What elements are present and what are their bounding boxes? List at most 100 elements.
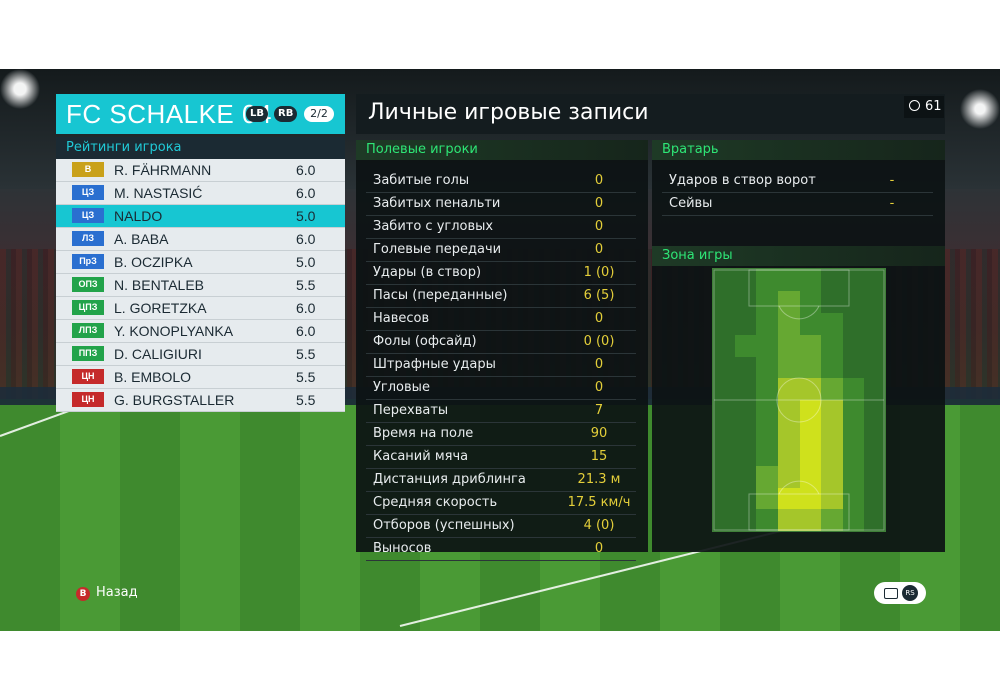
heatmap-pitch-lines <box>713 269 885 531</box>
player-name: M. NASTASIĆ <box>114 185 203 201</box>
stat-value: 0 <box>594 357 604 372</box>
heatmap-cell <box>842 400 864 422</box>
position-badge: ЦН <box>72 369 104 384</box>
player-name: D. CALIGIURI <box>114 346 202 362</box>
heatmap-cell <box>842 443 864 466</box>
chat-icon <box>884 588 898 599</box>
stat-row: Забито с угловых 0 <box>366 216 636 239</box>
heatmap-cell <box>756 290 778 313</box>
heatmap-cell <box>799 269 821 291</box>
chat-toggle[interactable]: RS <box>874 582 926 604</box>
player-rating: 6.0 <box>296 185 316 201</box>
stat-label: Навесов <box>373 311 430 326</box>
position-badge: ЦН <box>72 392 104 407</box>
player-row[interactable]: ЦН B. EMBOLO 5.5 <box>56 366 345 389</box>
player-row[interactable]: ЛПЗ Y. KONOPLYANKA 6.0 <box>56 320 345 343</box>
activity-heatmap <box>712 268 886 532</box>
player-rating: 5.0 <box>296 208 316 224</box>
heatmap-cell <box>756 509 778 531</box>
gk-stat-label: Ударов в створ ворот <box>669 173 816 188</box>
heatmap-cell <box>842 465 864 488</box>
match-timer: 61 <box>904 96 944 118</box>
rb-button[interactable]: RB <box>274 106 298 122</box>
player-row[interactable]: В R. FÄHRMANN 6.0 <box>56 159 345 182</box>
stat-row: Дистанция дриблинга 21.3 м <box>366 469 636 492</box>
player-ratings-panel: Рейтинги игрока В R. FÄHRMANN 6.0 ЦЗ M. NAST… <box>56 137 345 412</box>
position-badge: ЦЗ <box>72 208 104 223</box>
stat-label: Касаний мяча <box>373 449 469 464</box>
page-title: Личные игровые записи <box>368 100 649 125</box>
goalkeeper-title: Вратарь <box>652 140 945 160</box>
stat-label: Забитые голы <box>373 173 470 188</box>
field-players-panel: Полевые игроки Забитые голы 0 Забитых пена… <box>356 140 648 561</box>
player-rating: 5.5 <box>296 277 316 293</box>
stat-label: Фолы (офсайд) <box>373 334 477 349</box>
heatmap-cell <box>820 378 843 401</box>
heatmap-cell <box>820 400 843 422</box>
heatmap-cell <box>777 269 800 291</box>
player-rating: 6.0 <box>296 300 316 316</box>
player-rating: 6.0 <box>296 231 316 247</box>
heatmap-cell <box>734 334 757 357</box>
heatmap-cell <box>842 487 864 510</box>
player-row[interactable]: ЦН G. BURGSTALLER 5.5 <box>56 389 345 412</box>
heatmap-cell <box>820 487 843 510</box>
heatmap-cell <box>799 400 821 422</box>
stat-label: Выносов <box>373 541 432 556</box>
stat-value: 0 <box>594 219 604 234</box>
position-badge: В <box>72 162 104 177</box>
back-label: Назад <box>96 585 138 600</box>
heatmap-cell <box>820 312 843 335</box>
pitch-line <box>0 407 76 437</box>
zone-title: Зона игры <box>652 246 945 266</box>
position-badge: ОПЗ <box>72 277 104 292</box>
player-rating: 5.5 <box>296 392 316 408</box>
stat-label: Пасы (переданные) <box>373 288 508 303</box>
player-name: L. GORETZKA <box>114 300 207 316</box>
stat-row: Перехваты 7 <box>366 400 636 423</box>
stat-label: Забитых пенальти <box>373 196 501 211</box>
heatmap-cell <box>799 465 821 488</box>
heatmap-cell <box>756 400 778 422</box>
player-rating: 5.5 <box>296 369 316 385</box>
stat-value: 0 (0) <box>583 334 615 349</box>
stat-label: Перехваты <box>373 403 449 418</box>
gk-stat-row: Сейвы - <box>662 193 933 216</box>
player-row[interactable]: ЦПЗ L. GORETZKA 6.0 <box>56 297 345 320</box>
position-badge: ЛПЗ <box>72 323 104 338</box>
lb-button[interactable]: LB <box>246 106 268 122</box>
player-row[interactable]: ППЗ D. CALIGIURI 5.5 <box>56 343 345 366</box>
stat-label: Средняя скорость <box>373 495 498 510</box>
stat-value: 90 <box>590 426 608 441</box>
stat-value: 17.5 км/ч <box>567 495 631 510</box>
gk-stat-value: - <box>889 173 895 188</box>
player-row[interactable]: ЛЗ A. BABA 6.0 <box>56 228 345 251</box>
stat-value: 0 <box>594 380 604 395</box>
stat-value: 0 <box>594 173 604 188</box>
player-rating: 6.0 <box>296 162 316 178</box>
stat-label: Голевые передачи <box>373 242 502 257</box>
gk-stat-label: Сейвы <box>669 196 713 211</box>
player-row[interactable]: ОПЗ N. BENTALEB 5.5 <box>56 274 345 297</box>
field-stats-list: Забитые голы 0 Забитых пенальти 0 Забито с у… <box>356 160 648 561</box>
player-row[interactable]: ЦЗ M. NASTASIĆ 6.0 <box>56 182 345 205</box>
heatmap-cell <box>799 312 821 335</box>
heatmap-cell <box>756 312 778 335</box>
player-row[interactable]: ЦЗ NALDO 5.0 <box>56 205 345 228</box>
stat-row: Выносов 0 <box>366 538 636 561</box>
heatmap-cell <box>820 421 843 444</box>
player-row[interactable]: ПрЗ B. OCZIPKA 5.0 <box>56 251 345 274</box>
player-name: B. OCZIPKA <box>114 254 193 270</box>
b-button-icon: B <box>76 587 90 601</box>
stat-row: Отборов (успешных) 4 (0) <box>366 515 636 538</box>
back-button[interactable]: B Назад <box>76 584 138 602</box>
player-name: B. EMBOLO <box>114 369 192 385</box>
heatmap-cell <box>777 378 800 401</box>
player-name: Y. KONOPLYANKA <box>114 323 234 339</box>
heatmap-cell <box>820 443 843 466</box>
heatmap-cell <box>756 378 778 401</box>
position-badge: ЛЗ <box>72 231 104 246</box>
player-name: G. BURGSTALLER <box>114 392 235 408</box>
stat-value: 7 <box>594 403 604 418</box>
heatmap-cell <box>799 443 821 466</box>
